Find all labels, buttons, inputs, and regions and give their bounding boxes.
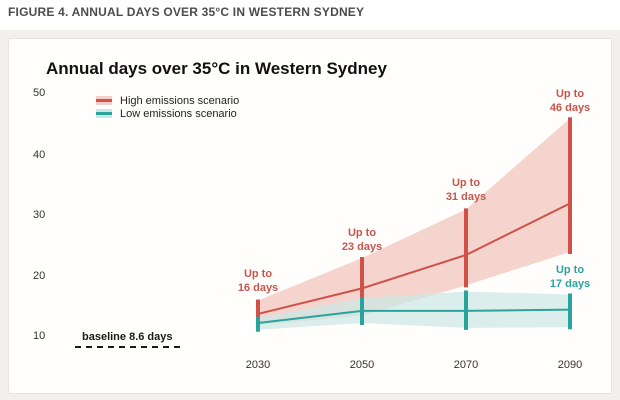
y-axis-tick-50: 50	[33, 87, 46, 99]
y-axis-tick-20: 20	[33, 270, 46, 282]
x-axis-tick-2030: 2030	[245, 359, 271, 371]
x-axis-tick-2090: 2090	[557, 359, 583, 371]
high-emissions-line-icon	[96, 96, 112, 105]
annotation-low-2090: Up to 17 days	[549, 264, 591, 290]
annotation-high-2090: Up to 46 days	[549, 88, 591, 114]
legend-label: Low emissions scenario	[120, 107, 237, 120]
low-emissions-line-icon	[96, 109, 112, 118]
annotation-high-2030: Up to 16 days	[237, 268, 279, 294]
baseline-label: baseline 8.6 days	[82, 331, 173, 343]
x-axis-tick-2050: 2050	[349, 359, 375, 371]
y-axis-tick-10: 10	[33, 330, 46, 342]
y-axis-tick-30: 30	[33, 209, 46, 221]
annotation-high-2070: Up to 31 days	[445, 177, 487, 203]
legend-label: High emissions scenario	[120, 94, 240, 107]
y-axis-tick-40: 40	[33, 149, 46, 161]
chart-title: Annual days over 35°C in Western Sydney	[46, 59, 387, 78]
baseline-dashed-line	[75, 346, 182, 348]
chart-legend: High emissions scenario Low emissions sc…	[96, 94, 239, 120]
annotation-high-2050: Up to 23 days	[341, 227, 383, 253]
legend-item-high-emissions: High emissions scenario	[96, 94, 239, 107]
legend-item-low-emissions: Low emissions scenario	[96, 107, 239, 120]
x-axis-tick-2070: 2070	[453, 359, 479, 371]
figure-caption: FIGURE 4. ANNUAL DAYS OVER 35°C IN WESTE…	[8, 5, 365, 19]
